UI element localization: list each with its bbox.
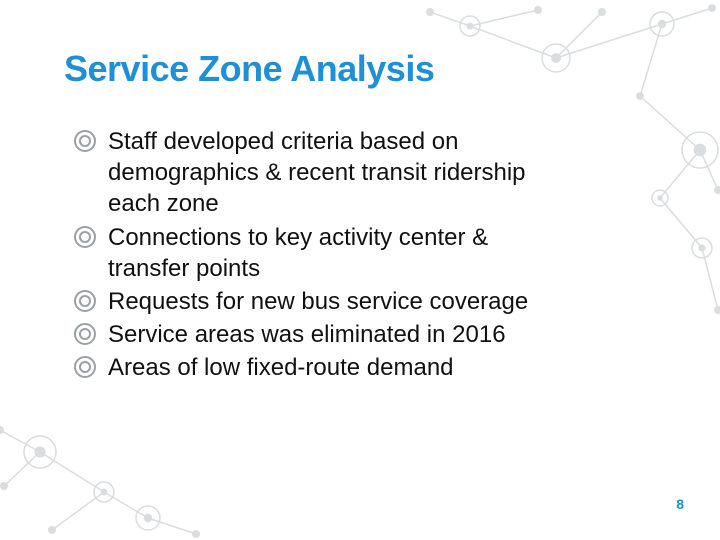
list-item: Connections to key activity center & tra…: [74, 222, 574, 284]
list-item: Areas of low fixed-route demand: [74, 352, 574, 383]
bullet-icon: [74, 356, 96, 378]
bullet-icon: [74, 130, 96, 152]
list-item: Service areas was eliminated in 2016: [74, 319, 574, 350]
list-item-text: Service areas was eliminated in 2016: [108, 321, 506, 348]
slide-content: Service Zone Analysis Staff developed cr…: [0, 0, 720, 540]
list-item: Requests for new bus service coverage: [74, 286, 574, 317]
bullet-icon: [74, 290, 96, 312]
slide-title: Service Zone Analysis: [64, 48, 656, 90]
bullet-icon: [74, 226, 96, 248]
list-item-text: Connections to key activity center & tra…: [108, 224, 488, 282]
list-item-text: Requests for new bus service coverage: [108, 288, 528, 315]
list-item-text: Areas of low fixed-route demand: [108, 354, 454, 381]
list-item: Staff developed criteria based on demogr…: [74, 126, 574, 220]
bullet-icon: [74, 323, 96, 345]
bullet-list: Staff developed criteria based on demogr…: [64, 126, 656, 384]
page-number: 8: [676, 496, 684, 512]
list-item-text: Staff developed criteria based on demogr…: [108, 128, 526, 217]
